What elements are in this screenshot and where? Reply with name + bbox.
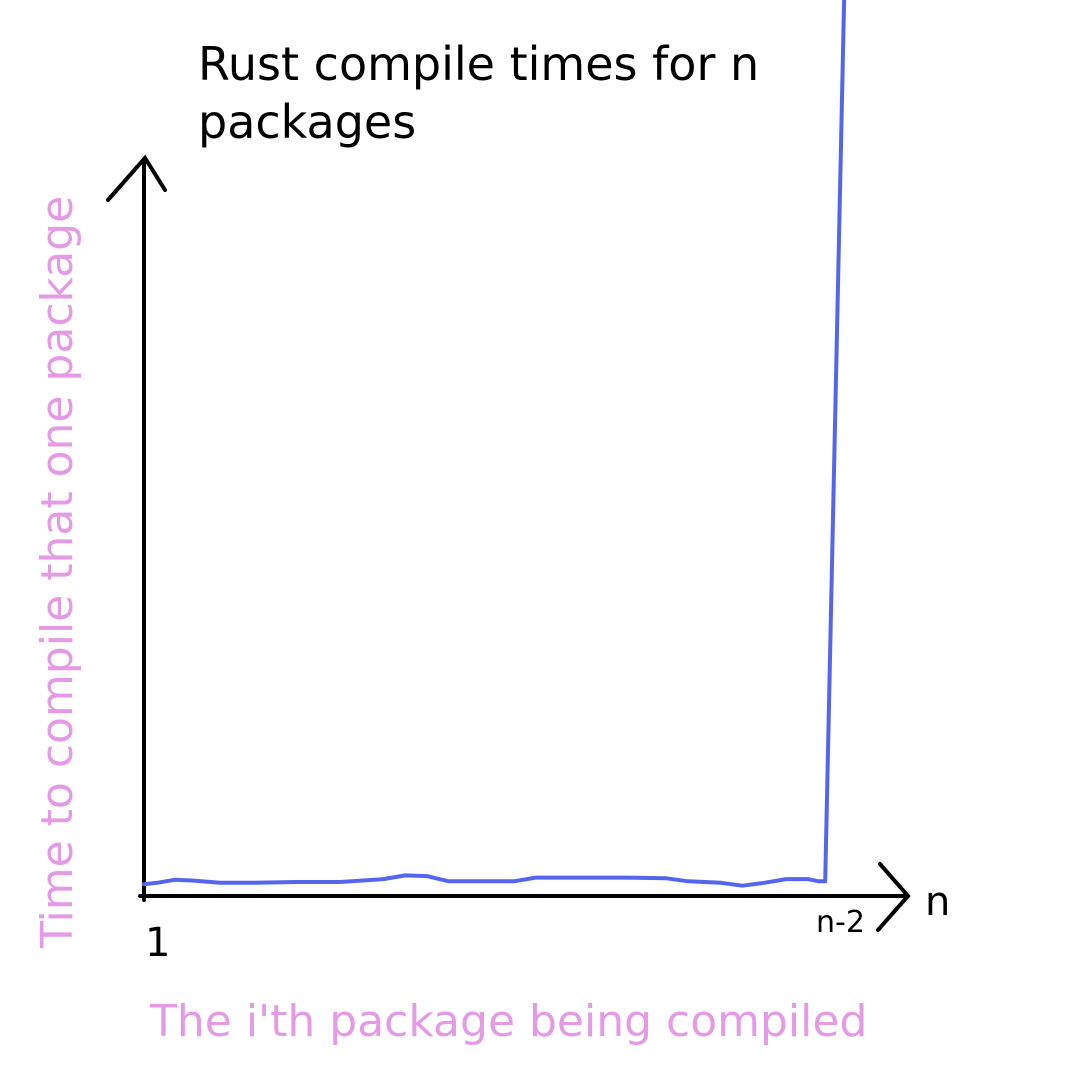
series-group [142,0,847,888]
y-axis-arrowhead [106,154,167,202]
chart-title-line-2: packages [198,95,416,149]
x-tick-label-second-last: n-2 [816,905,865,940]
chart-title-line-1: Rust compile times for n [198,37,759,91]
y-axis-label: Time to compile that one package [32,196,83,949]
x-tick-label-end: n [925,879,950,925]
series-line-0 [142,0,847,888]
x-axis-label: The i'th package being compiled [149,996,867,1047]
x-tick-label-start: 1 [145,920,170,966]
x-axis-arrowhead [876,862,911,932]
axes [106,154,911,932]
chart-title: Rust compile times for n packages [198,37,774,149]
